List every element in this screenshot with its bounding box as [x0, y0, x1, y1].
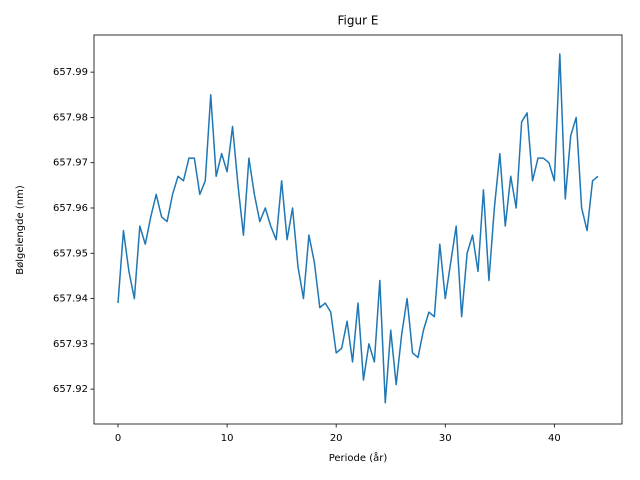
y-axis-label: Bølgelengde (nm) — [15, 185, 26, 275]
data-line — [117, 53, 599, 404]
y-tick-label: 657.92 — [53, 384, 88, 395]
x-tick-label: 10 — [221, 433, 234, 444]
y-tick-label: 657.96 — [53, 203, 88, 214]
x-axis-label: Periode (år) — [329, 451, 388, 464]
y-tick-label: 657.94 — [53, 294, 88, 305]
plot-frame — [93, 34, 623, 425]
x-tick-label: 0 — [115, 433, 121, 444]
y-tick-label: 657.98 — [53, 112, 88, 123]
y-tick-label: 657.99 — [53, 67, 88, 78]
x-tick-label: 30 — [439, 433, 452, 444]
y-tick-label: 657.93 — [53, 339, 88, 350]
x-tick-label: 20 — [330, 433, 343, 444]
y-tick-label: 657.95 — [53, 248, 88, 259]
chart-title: Figur E — [338, 14, 379, 28]
y-tick-label: 657.97 — [53, 158, 88, 169]
x-tick-label: 40 — [548, 433, 561, 444]
